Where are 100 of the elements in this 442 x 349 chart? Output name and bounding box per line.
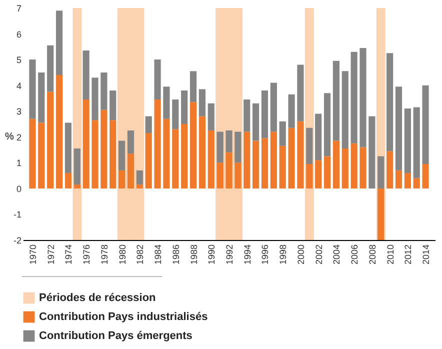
y-tick-label: -2 [13,236,22,246]
bar [368,116,376,188]
bar [163,86,170,119]
x-tick-label: 2012 [403,244,414,265]
x-tick-label: 1998 [278,244,288,265]
x-tick-label: 1982 [135,244,146,265]
bar [413,107,420,178]
bar [190,71,197,102]
bar [127,154,134,188]
y-tick-label: 3 [16,106,22,117]
bar [342,148,348,188]
y-tick-label: 2 [16,132,22,142]
bar [234,162,242,188]
bar [38,72,45,123]
bar [288,128,295,188]
x-tick-label: 2006 [350,244,360,265]
bar [350,52,358,144]
x-tick-label: 1980 [117,244,128,265]
x-tick-label: 2008 [367,244,378,265]
y-tick-label: 0 [16,184,22,194]
bar [154,100,161,188]
bar [252,103,260,141]
bar [110,120,116,188]
bar [154,60,161,100]
bar [136,184,143,188]
bar [208,130,214,188]
bar [190,102,197,188]
bar [136,170,143,185]
bar [172,129,179,188]
bar [378,156,384,188]
bar [279,121,286,146]
bar [324,93,331,156]
x-tick-label: 2010 [385,244,396,265]
y-tick-label: 7 [16,4,22,14]
bar [360,147,366,188]
bar [306,128,313,164]
x-tick-label: 1986 [170,244,181,265]
bar [198,89,206,116]
bar [64,172,72,188]
x-tick-label: 1988 [188,244,199,265]
bar [92,120,98,188]
x-tick-label: 1974 [64,244,74,265]
x-tick-label: 1972 [46,244,56,265]
bar [163,118,170,188]
bar [145,116,152,134]
bar [234,132,242,163]
x-tick-label: 2014 [421,244,432,265]
bar [288,94,295,128]
y-tick-label: 4 [16,80,22,91]
bar [395,86,402,170]
bar [145,133,152,188]
bar [270,132,277,188]
bar [56,10,63,76]
legend-label: Périodes de récession [39,292,156,304]
bar [386,151,394,188]
x-tick-label: 1994 [242,244,252,265]
y-tick-label: 5 [16,55,22,66]
bar [378,188,384,240]
bar [74,148,80,185]
y-tick-label: 1 [16,158,22,168]
bar [82,50,90,100]
x-tick-label: 1976 [82,244,92,265]
bar [47,45,54,92]
y-axis-title: % [5,131,14,142]
bar [244,132,250,188]
x-tick-label: 1970 [28,244,38,265]
y-tick-label: -1 [13,210,22,220]
bar [315,114,322,160]
bar [360,48,366,148]
x-tick-label: 2000 [296,244,306,265]
bar [208,103,214,130]
bar [110,90,116,120]
bar [297,121,304,188]
x-tick-label: 1992 [224,244,234,265]
bar [216,132,224,163]
bar [226,152,232,188]
legend-label: Contribution Pays industrialisés [39,311,208,323]
bar [29,60,36,119]
x-tick-label: 2004 [332,244,342,265]
bar [270,82,277,132]
x-tick-label: 2002 [314,244,324,265]
bar [64,122,72,173]
bar [252,140,260,188]
bar [404,172,411,188]
bar [261,90,268,138]
bar [226,130,232,152]
y-tick-label: 6 [16,29,22,40]
bar [172,100,179,130]
bar [198,116,206,188]
bar [413,178,420,188]
bar [332,60,340,141]
bar [395,170,402,188]
bar [118,140,126,170]
bar [181,90,188,124]
bar [306,164,313,188]
bar [100,72,108,110]
x-tick-label: 1978 [99,244,110,265]
bar [324,156,331,188]
x-tick-label: 1984 [153,244,164,265]
bar [118,170,126,188]
